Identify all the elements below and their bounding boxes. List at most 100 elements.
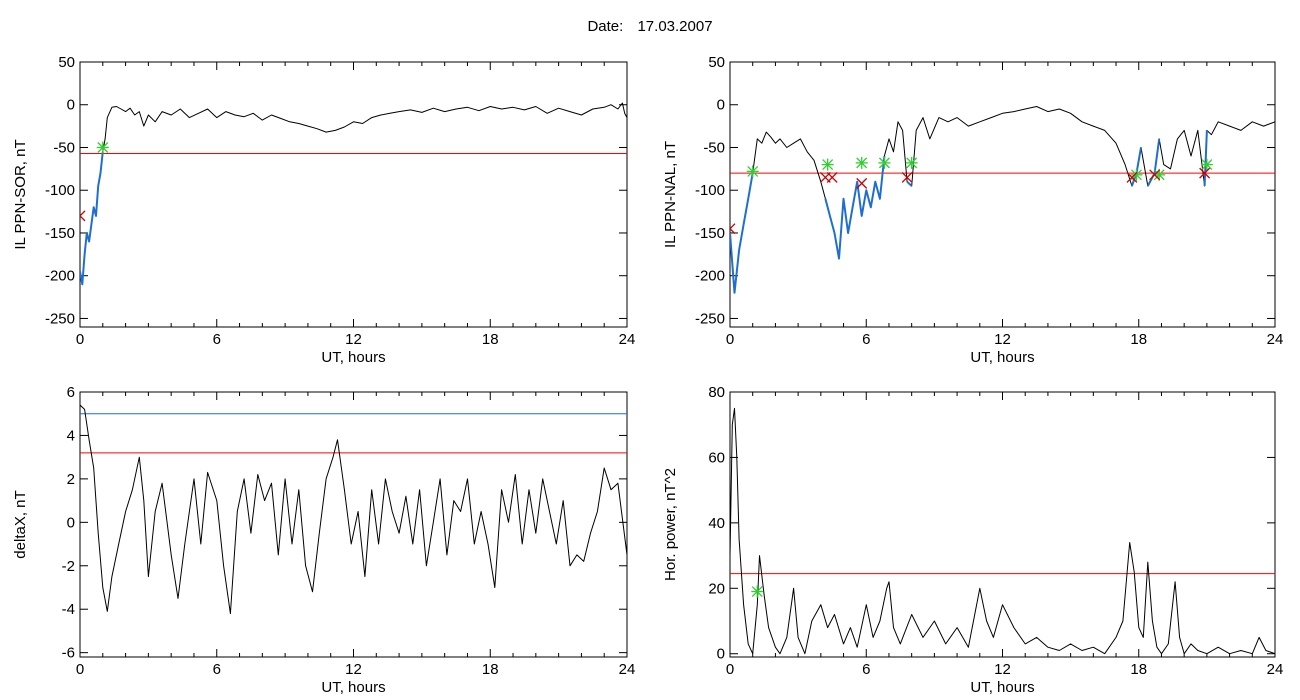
y-tick-label: -150 (45, 225, 75, 242)
x-tick-label: 12 (994, 661, 1011, 678)
series-line-highlight (1146, 138, 1161, 187)
x-tick-label: 18 (482, 661, 499, 678)
x-tick-label: 6 (213, 661, 221, 678)
marker-red-x-stroke-a (80, 214, 86, 222)
y-tick-label: -50 (53, 139, 75, 156)
chart-header: Date: 17.03.2007 (0, 18, 1300, 35)
marker-red-x (901, 171, 913, 183)
marker-red-x-stroke-b (80, 210, 86, 217)
x-tick-label: 24 (1267, 331, 1284, 348)
y-tick-label: 6 (67, 384, 75, 401)
plot-frame (729, 391, 1276, 658)
marker-red-x-stroke-b (901, 171, 913, 183)
x-tick-label: 6 (862, 661, 870, 678)
x-tick-label: 24 (619, 661, 636, 678)
y-tick-label: -200 (695, 268, 725, 285)
marker-green-star (1130, 168, 1143, 181)
y-tick-label: -200 (45, 268, 75, 285)
marker-red-x-stroke-a (730, 227, 736, 235)
marker-red-x-stroke-b (1126, 171, 1138, 183)
x-tick-label: 6 (862, 331, 870, 348)
series-line-highlight (730, 172, 754, 294)
marker-red-x (826, 171, 838, 183)
x-axis-label: UT, hours (321, 679, 385, 696)
marker-red-x-stroke-b (826, 171, 838, 183)
series-line-highlight (1203, 130, 1208, 187)
y-axis-label: IL PPN-NAL, nT (662, 141, 679, 248)
x-tick-label: 0 (76, 331, 84, 348)
x-tick-label: 18 (1130, 661, 1147, 678)
panel-deltax-plot-area (80, 404, 627, 615)
panel-power: 0 6 12 18 24 80 60 40 20 0 UT, hours Hor. power, nT… (662, 384, 1283, 696)
marker-red-x-stroke-b (1149, 169, 1161, 181)
x-tick-label: 12 (345, 661, 362, 678)
y-tick-label: 40 (708, 515, 725, 532)
y-tick-label: -100 (45, 182, 75, 199)
y-tick-label: 0 (67, 514, 75, 531)
marker-red-x (1149, 169, 1161, 181)
y-tick-label: 0 (717, 646, 725, 663)
y-tick-label: -250 (695, 310, 725, 327)
series-line-main (730, 106, 1275, 294)
y-axis-label: IL PPN-SOR, nT (12, 139, 29, 249)
marker-green-star (1200, 158, 1213, 171)
x-tick-label: 24 (1267, 661, 1284, 678)
panel-nal-plot-area (730, 106, 1275, 294)
x-tick-label: 18 (482, 331, 499, 348)
x-axis-label: UT, hours (970, 349, 1034, 366)
y-tick-label: 50 (58, 54, 75, 71)
plot-frame (729, 61, 1276, 328)
marker-green-star (96, 141, 109, 154)
marker-red-x (856, 177, 868, 189)
series-line-highlight (906, 180, 913, 187)
y-tick-label: -100 (695, 182, 725, 199)
x-tick-label: 12 (994, 331, 1011, 348)
y-tick-label: -4 (62, 601, 75, 618)
y-tick-label: 50 (708, 54, 725, 71)
panel-sor-plot-area (80, 102, 627, 286)
plot-frame (79, 61, 628, 328)
marker-green-star (855, 156, 868, 169)
series-line-main (730, 407, 1275, 655)
y-tick-label: 20 (708, 580, 725, 597)
x-tick-label: 12 (345, 331, 362, 348)
y-tick-label: -6 (62, 645, 75, 662)
marker-green-star (905, 156, 918, 169)
series-line-main (80, 102, 627, 285)
marker-red-x (80, 210, 86, 222)
x-tick-label: 6 (213, 331, 221, 348)
marker-green-star (821, 158, 834, 171)
marker-red-x (730, 223, 736, 235)
date-label: Date: (587, 18, 624, 35)
y-axis-label: deltaX, nT (12, 490, 29, 558)
y-tick-label: 0 (67, 97, 75, 114)
y-tick-label: 80 (708, 384, 725, 401)
marker-red-x (1199, 167, 1211, 179)
y-tick-label: 2 (67, 471, 75, 488)
x-tick-label: 18 (1130, 331, 1147, 348)
series-line-main (80, 404, 627, 615)
y-axis-label: Hor. power, nT^2 (662, 468, 679, 581)
y-tick-label: 4 (67, 427, 75, 444)
panel-power-plot-area (730, 407, 1275, 655)
date-value: 17.03.2007 (637, 18, 713, 35)
x-axis-label: UT, hours (970, 679, 1034, 696)
marker-green-star (751, 585, 764, 598)
y-tick-label: -150 (695, 225, 725, 242)
plot-frame (79, 391, 628, 658)
series-line-highlight (824, 155, 886, 260)
marker-red-x-stroke-b (730, 223, 736, 230)
marker-green-star (746, 165, 759, 178)
y-tick-label: 60 (708, 449, 725, 466)
x-tick-label: 0 (76, 661, 84, 678)
x-tick-label: 24 (619, 331, 636, 348)
x-tick-label: 0 (726, 331, 734, 348)
panel-sor: 0 6 12 18 24 50 0 -50 -100 -150 -200 -250 UT, hours I… (12, 54, 635, 366)
panel-nal: 0 6 12 18 24 50 0 -50 -100 -150 -200 -250 UT, hours I… (662, 54, 1283, 366)
y-tick-label: -2 (62, 558, 75, 575)
panel-deltax: 0 6 12 18 24 6 4 2 0 -2 -4 -6 UT, hours deltaX, nT (12, 384, 635, 696)
x-tick-label: 0 (726, 661, 734, 678)
y-tick-label: 0 (717, 97, 725, 114)
marker-red-x-stroke-b (1199, 167, 1211, 179)
